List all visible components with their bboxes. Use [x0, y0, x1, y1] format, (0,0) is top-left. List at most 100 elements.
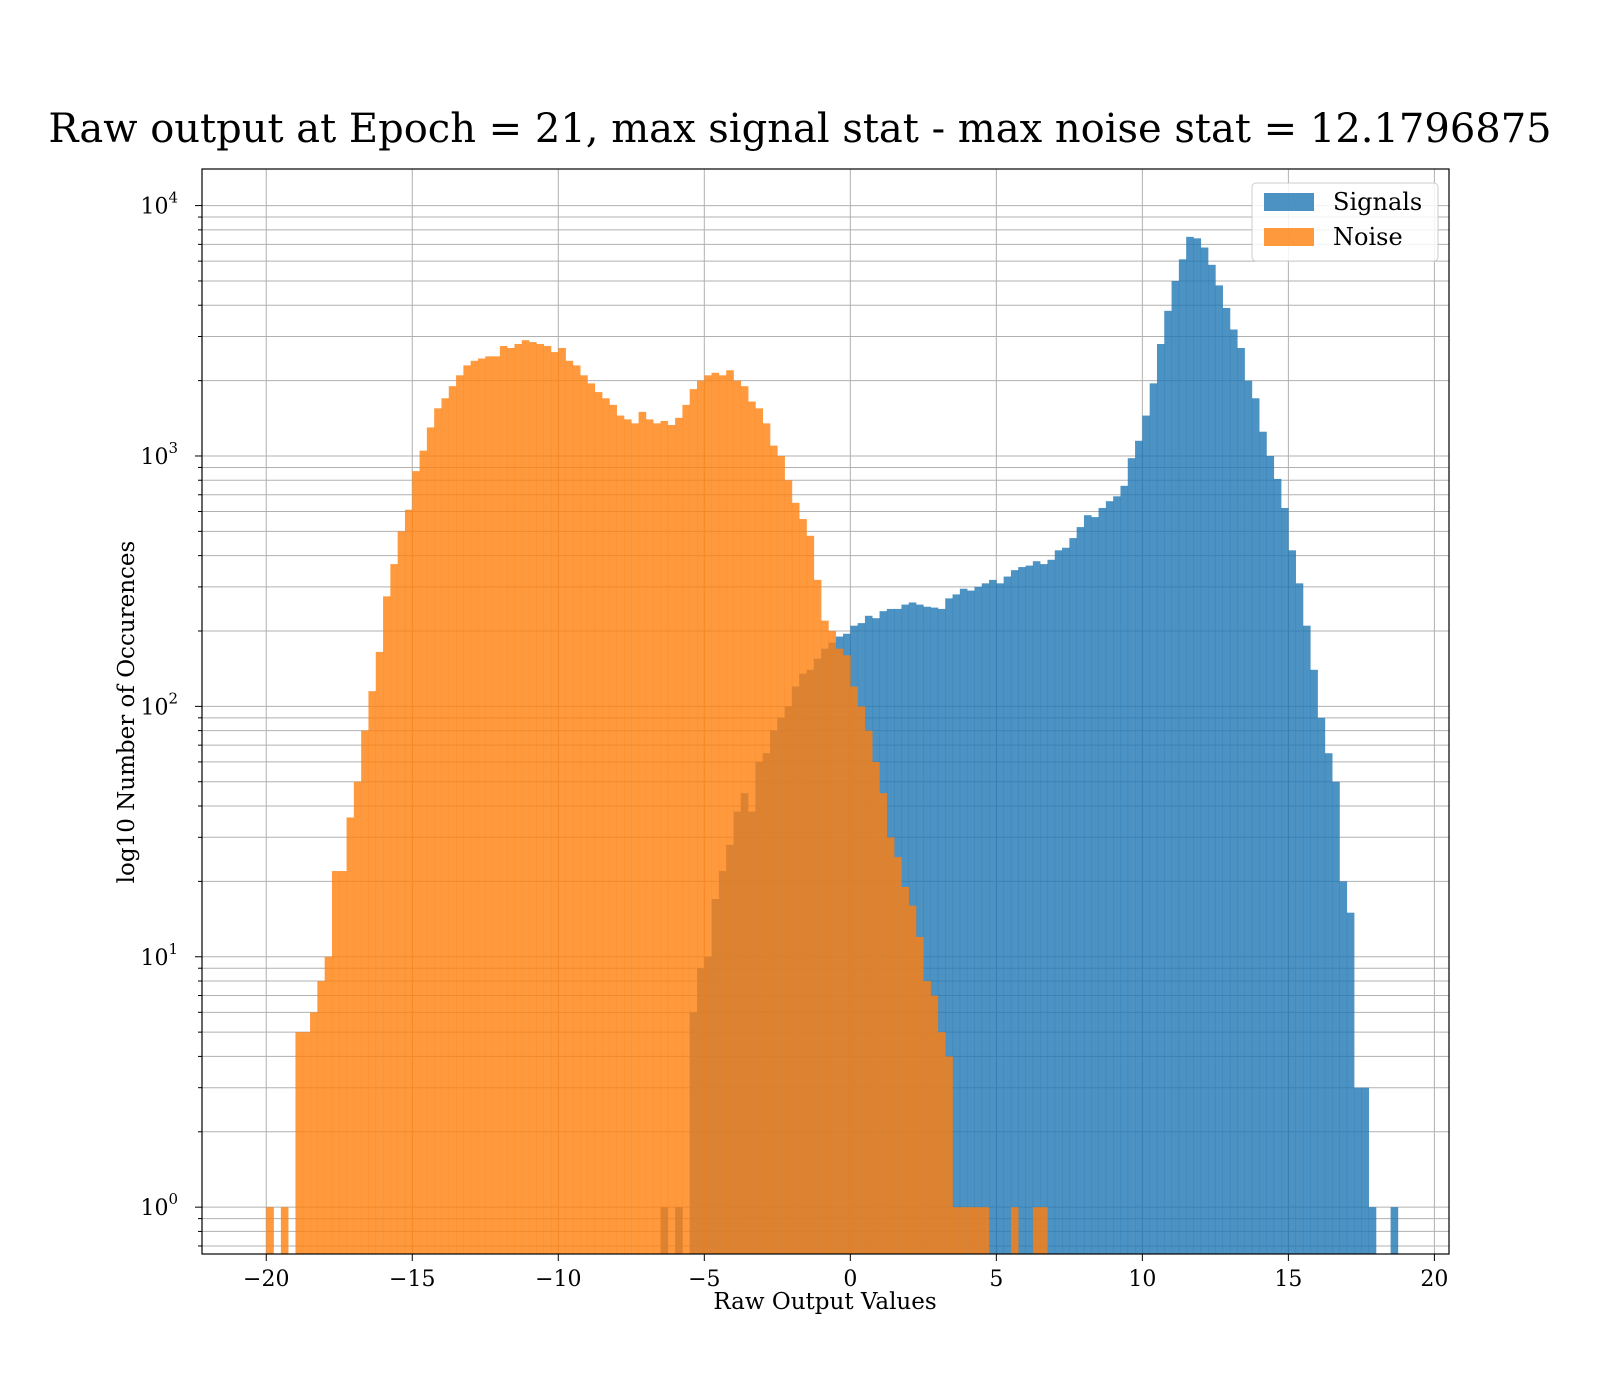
signals-bar	[1156, 344, 1165, 1254]
noise-bar	[981, 1207, 990, 1254]
signals-bar	[1302, 625, 1311, 1254]
noise-bar	[828, 630, 837, 1254]
noise-bar	[857, 706, 866, 1254]
signals-bar	[1324, 753, 1333, 1254]
noise-bar	[521, 340, 530, 1254]
noise-bar	[492, 356, 501, 1254]
series-noise-bars	[266, 340, 1048, 1255]
noise-bar	[390, 564, 398, 1254]
signals-bar	[1127, 458, 1136, 1254]
x-axis-label: Raw Output Values	[713, 1289, 936, 1315]
noise-bar	[550, 352, 559, 1254]
noise-bar	[923, 981, 931, 1254]
x-tick-label: −10	[535, 1267, 581, 1292]
noise-bar	[266, 1207, 274, 1254]
chart-title: Raw output at Epoch = 21, max signal sta…	[48, 106, 1551, 152]
noise-bar	[448, 386, 457, 1254]
signals-bar	[1047, 559, 1056, 1254]
noise-bar	[799, 519, 807, 1254]
signals-bar	[1281, 507, 1289, 1254]
signals-bar	[1193, 238, 1202, 1255]
noise-bar	[383, 596, 391, 1254]
noise-bar	[317, 981, 325, 1254]
noise-bar	[784, 480, 793, 1255]
signals-bar	[1200, 247, 1209, 1254]
noise-bar	[718, 375, 727, 1255]
noise-bar	[908, 905, 917, 1254]
signals-bar	[1003, 576, 1012, 1254]
signals-bar	[1237, 347, 1245, 1254]
signals-bar	[1186, 236, 1194, 1254]
noise-bar	[434, 408, 442, 1254]
noise-bar	[514, 344, 523, 1254]
noise-bar	[959, 1207, 968, 1254]
noise-bar	[485, 356, 493, 1254]
noise-bar	[529, 342, 537, 1254]
noise-bar	[1032, 1207, 1041, 1254]
noise-bar	[733, 380, 742, 1254]
noise-bar	[791, 502, 800, 1255]
signals-bar	[1069, 538, 1077, 1254]
signals-bar	[967, 590, 975, 1254]
y-tick-label: 103	[140, 439, 178, 470]
signals-bar	[989, 579, 997, 1254]
signals-bar	[1032, 561, 1041, 1254]
noise-bar	[499, 345, 508, 1254]
noise-bar	[631, 423, 639, 1255]
signals-bar	[945, 598, 953, 1254]
signals-bar	[1229, 329, 1238, 1254]
noise-bar	[507, 347, 515, 1254]
x-tick-label: −20	[243, 1267, 289, 1292]
noise-bar	[726, 370, 734, 1254]
signals-bar	[1178, 259, 1187, 1254]
signals-bar	[1259, 431, 1267, 1255]
noise-bar	[770, 445, 778, 1254]
noise-bar	[375, 651, 384, 1254]
x-tick-label: 20	[1420, 1267, 1448, 1292]
noise-bar	[477, 358, 486, 1254]
legend-label-signals: Signals	[1333, 188, 1422, 216]
x-tick-label: 5	[989, 1267, 1003, 1292]
noise-bar	[616, 415, 625, 1254]
noise-bar	[755, 408, 764, 1254]
plot-frame	[201, 168, 1450, 1255]
signals-bar	[1149, 383, 1158, 1254]
noise-bar	[974, 1207, 983, 1254]
noise-bar	[397, 531, 406, 1254]
signals-bar	[923, 606, 931, 1254]
signals-bar	[1208, 264, 1216, 1254]
noise-bar	[426, 427, 435, 1254]
signals-bar	[1215, 285, 1223, 1254]
noise-bar	[572, 365, 581, 1255]
noise-bar	[361, 730, 369, 1254]
signals-bar	[1083, 515, 1092, 1254]
noise-bar	[280, 1207, 289, 1254]
signals-bar	[1368, 1207, 1377, 1254]
signals-bar	[1105, 501, 1114, 1254]
noise-bar	[346, 817, 355, 1254]
signals-bar	[1354, 1087, 1362, 1254]
noise-bar	[806, 535, 815, 1254]
legend-swatch-noise	[1264, 228, 1314, 246]
noise-bar	[894, 857, 902, 1254]
x-tick-label: 0	[843, 1267, 857, 1292]
x-tick-label: 10	[1128, 1267, 1156, 1292]
noise-bar	[843, 655, 851, 1254]
signals-bar	[1054, 550, 1063, 1254]
noise-bar	[368, 691, 377, 1254]
signals-bar	[1010, 570, 1019, 1254]
x-tick-label: −5	[688, 1267, 720, 1292]
histogram-bars	[266, 236, 1399, 1255]
noise-bar	[558, 347, 566, 1254]
noise-bar	[1010, 1207, 1019, 1254]
noise-bar	[463, 365, 471, 1255]
signals-bar	[1164, 310, 1172, 1254]
signals-bar	[1244, 380, 1253, 1254]
signals-bar	[1062, 547, 1070, 1254]
y-tick-label: 102	[140, 689, 178, 720]
noise-bar	[295, 1032, 304, 1254]
signals-bar	[1040, 564, 1048, 1254]
noise-bar	[353, 781, 362, 1254]
signals-bar	[959, 588, 968, 1254]
